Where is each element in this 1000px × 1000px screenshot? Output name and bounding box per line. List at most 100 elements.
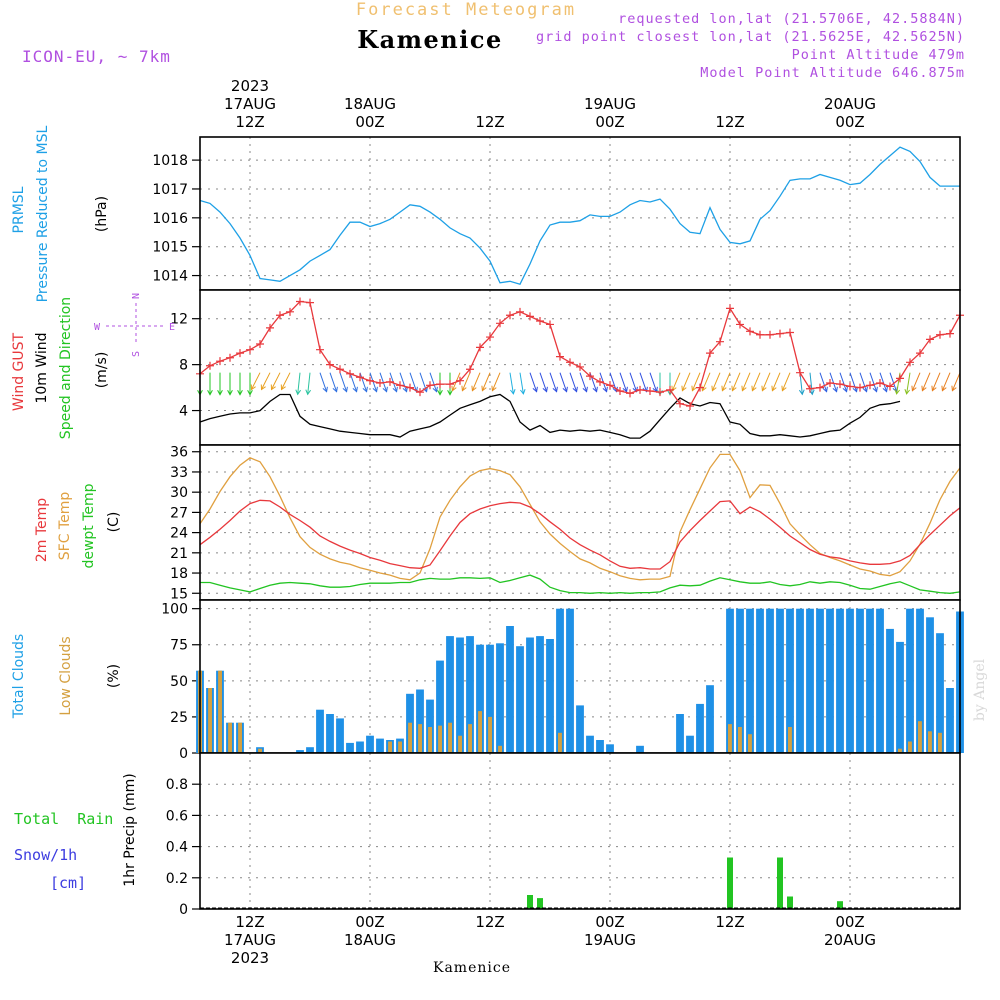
gust-marker <box>526 312 534 321</box>
gust-marker <box>586 372 594 381</box>
time-axis-label: 20AUG <box>824 931 876 949</box>
total-cloud-bar <box>686 735 694 753</box>
pressure-plot-area <box>200 137 960 290</box>
total-cloud-bar <box>786 608 794 753</box>
gust-marker <box>476 343 484 352</box>
wind-arrow-head <box>237 390 243 396</box>
low-cloud-bar <box>398 741 402 753</box>
wind-direction-arrow <box>921 372 931 391</box>
pressure-label-line2: Pressure Reduced to MSL <box>35 125 51 302</box>
wind-direction-arrow <box>307 372 311 395</box>
wind-direction-arrow <box>721 372 731 391</box>
temperature-ytick-label: 36 <box>170 445 188 461</box>
wind-arrow-head <box>721 385 727 392</box>
gust-marker <box>646 387 654 396</box>
gust-marker <box>426 381 434 390</box>
total-cloud-bar <box>846 608 854 753</box>
gust-marker <box>486 333 494 342</box>
wind-arrow-head <box>872 386 878 393</box>
gust-marker <box>206 361 214 370</box>
total-cloud-bar <box>946 688 954 753</box>
wind-direction-arrow <box>369 372 378 392</box>
gust-marker <box>676 399 684 408</box>
wind-direction-arrow <box>491 372 501 391</box>
gust-marker <box>606 381 614 390</box>
wind-direction-arrow <box>409 372 418 392</box>
wind-direction-arrow <box>649 372 658 392</box>
wind-direction-arrow <box>339 372 348 392</box>
total-cloud-bar <box>506 626 514 753</box>
wind-direction-arrow <box>261 372 271 390</box>
wind-direction-arrow <box>911 372 921 391</box>
wind-direction-arrow <box>819 372 828 392</box>
wind-arrow-head <box>642 386 648 393</box>
low-cloud-bar <box>928 731 932 753</box>
wind-direction-arrow <box>529 372 538 392</box>
pressure-ytick-label: 1018 <box>152 153 188 169</box>
gust-marker <box>806 384 814 393</box>
wind-arrow-head <box>520 389 526 395</box>
gust-marker <box>286 307 294 316</box>
wind-arrow-head <box>781 385 787 392</box>
gust-marker <box>866 381 874 390</box>
gust-marker <box>886 382 894 391</box>
requested-coords: requested lon,lat (21.5706E, 42.5884N) <box>618 11 965 27</box>
dewpoint-line <box>200 574 961 594</box>
low-cloud-bar <box>748 734 752 753</box>
wind-arrow-head <box>260 384 266 391</box>
wind-arrow-head <box>622 386 628 393</box>
temp-2m-line <box>199 499 961 570</box>
wind-direction-arrow <box>639 372 648 392</box>
time-axis-label: 12Z <box>715 113 744 131</box>
wind-direction-arrow <box>951 372 961 391</box>
precip-ytick-label: 0 <box>179 902 188 918</box>
rain-bar <box>527 895 533 909</box>
low-cloud-bar <box>208 688 212 753</box>
wind-direction-arrow <box>251 372 261 390</box>
wind-direction-arrow <box>349 372 358 392</box>
wind-label-10m: 10m Wind <box>34 332 50 403</box>
gust-marker <box>306 298 314 307</box>
temp-label-2m: 2m Temp <box>34 498 50 562</box>
wind-direction-arrow <box>859 372 868 392</box>
gust-marker <box>596 377 604 386</box>
sfc-temp-line <box>199 453 961 581</box>
precip-legend-snow: Snow/1h <box>14 846 77 864</box>
total-cloud-bar <box>886 628 894 753</box>
wind-unit: (m/s) <box>94 352 110 389</box>
gust-marker <box>446 380 454 389</box>
pressure-ytick-label: 1015 <box>152 240 188 256</box>
gust-marker <box>796 368 804 377</box>
total-cloud-bar <box>456 637 464 753</box>
wind-arrow-head <box>711 385 717 392</box>
low-cloud-bar <box>238 722 242 753</box>
wind-arrow-head <box>227 390 233 396</box>
total-cloud-bar <box>356 741 364 753</box>
wind-direction-arrow <box>681 372 691 391</box>
total-cloud-bar <box>916 608 924 753</box>
wind-direction-arrow <box>509 372 514 394</box>
rain-bar <box>537 898 543 909</box>
wind-arrow-head <box>207 390 213 396</box>
total-cloud-bar <box>416 689 424 753</box>
wind-compass: N S E W <box>94 293 175 357</box>
wind-direction-arrow <box>869 372 878 392</box>
wind-arrow-head <box>382 386 388 393</box>
gust-marker <box>636 385 644 394</box>
wind-arrow-head <box>582 386 588 393</box>
wind-direction-arrow <box>771 372 781 391</box>
gust-marker <box>726 304 734 313</box>
total-cloud-bar <box>556 608 564 753</box>
temperature-ytick-label: 21 <box>170 546 188 562</box>
time-axis-label: 19AUG <box>584 95 636 113</box>
time-axis-label: 2023 <box>231 77 269 95</box>
time-axis-label: 17AUG <box>224 931 276 949</box>
total-cloud-bar <box>746 608 754 753</box>
gust-marker <box>916 349 924 358</box>
time-axis-label: 2023 <box>231 949 269 967</box>
footer-location: Kamenice <box>433 960 511 976</box>
wind-direction-arrow <box>569 372 578 392</box>
wind-ytick-label: 4 <box>179 404 188 420</box>
